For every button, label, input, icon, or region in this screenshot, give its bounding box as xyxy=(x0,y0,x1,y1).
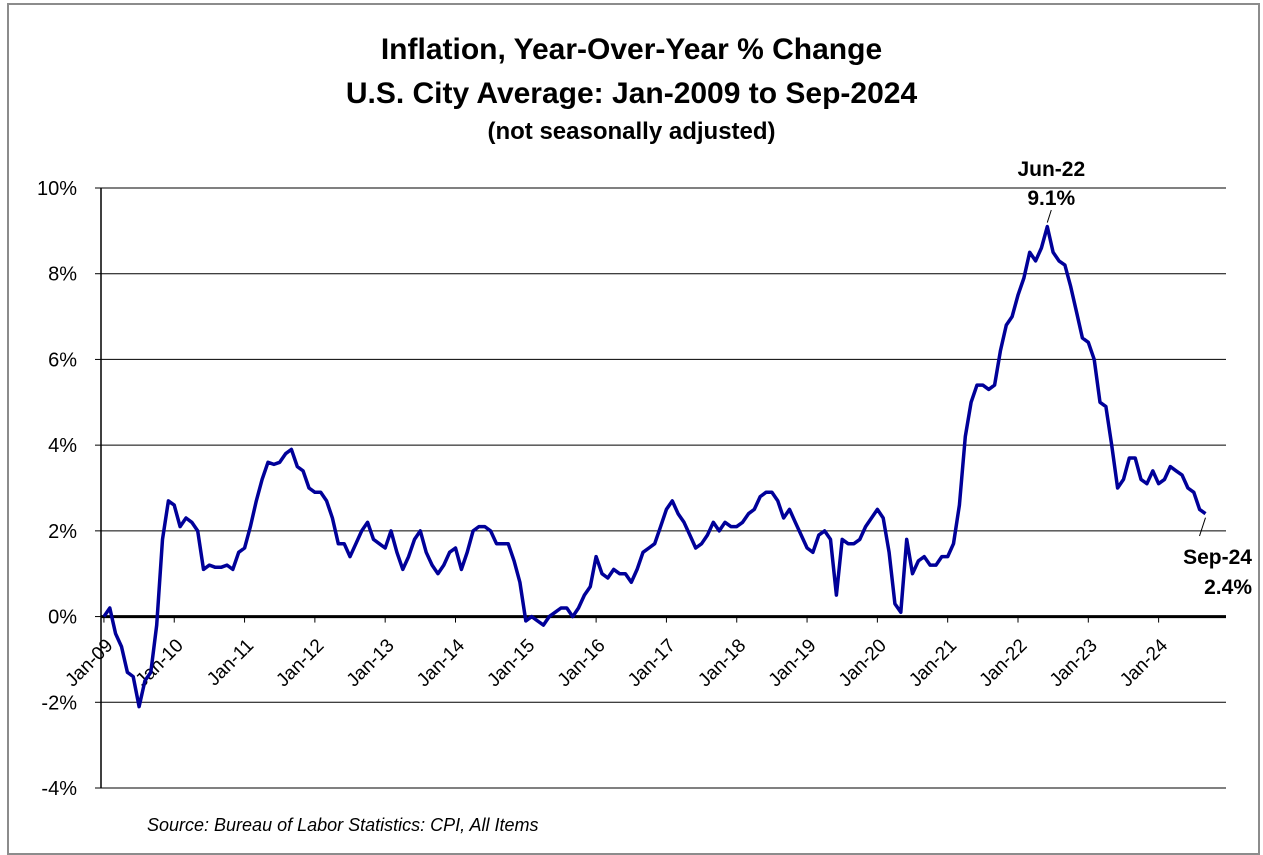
x-tick-label: Jan-23 xyxy=(1046,635,1102,691)
title-line-2: U.S. City Average: Jan-2009 to Sep-2024 xyxy=(345,77,918,110)
x-tick-label: Jan-14 xyxy=(413,635,469,691)
y-tick-label: 0% xyxy=(48,607,77,629)
annotation-latest-label: Sep-24 xyxy=(1183,546,1252,569)
y-tick-label: -4% xyxy=(41,778,77,800)
y-tick-label: 8% xyxy=(48,264,77,286)
chart-subtitle: (not seasonally adjusted) xyxy=(487,118,776,145)
x-tick-label: Jan-16 xyxy=(554,635,610,691)
y-tick-label: 2% xyxy=(48,521,77,543)
x-tick-label: Jan-22 xyxy=(976,635,1032,691)
chart-title: Inflation, Year-Over-Year % Change U.S. … xyxy=(0,28,1263,116)
annotation-peak-label: Jun-22 xyxy=(1017,158,1085,181)
x-tick-label: Jan-13 xyxy=(343,635,399,691)
x-tick-label: Jan-10 xyxy=(132,635,188,691)
annotation-latest-leader xyxy=(1199,517,1206,537)
source-note: Source: Bureau of Labor Statistics: CPI,… xyxy=(147,815,539,835)
x-tick-label: Jan-17 xyxy=(624,635,680,691)
x-tick-label: Jan-21 xyxy=(905,635,961,691)
annotation-peak-leader xyxy=(1046,209,1052,223)
x-tick-label: Jan-24 xyxy=(1116,635,1172,691)
x-tick-label: Jan-09 xyxy=(62,635,118,691)
y-tick-label: 10% xyxy=(37,178,77,200)
x-tick-label: Jan-12 xyxy=(272,635,328,691)
x-tick-label: Jan-19 xyxy=(765,635,821,691)
y-tick-label: -2% xyxy=(41,692,77,714)
x-tick-label: Jan-18 xyxy=(694,635,750,691)
x-tick-label: Jan-11 xyxy=(203,635,258,690)
annotation-peak-value: 9.1% xyxy=(1027,187,1075,210)
annotation-latest-value: 2.4% xyxy=(1204,576,1252,599)
chart-frame xyxy=(7,3,1260,855)
y-tick-label: 6% xyxy=(48,349,77,371)
y-tick-label: 4% xyxy=(48,435,77,457)
x-tick-label: Jan-15 xyxy=(483,635,539,691)
x-tick-label: Jan-20 xyxy=(835,635,891,691)
title-line-1: Inflation, Year-Over-Year % Change xyxy=(380,33,883,66)
cpi-line xyxy=(102,224,1207,709)
